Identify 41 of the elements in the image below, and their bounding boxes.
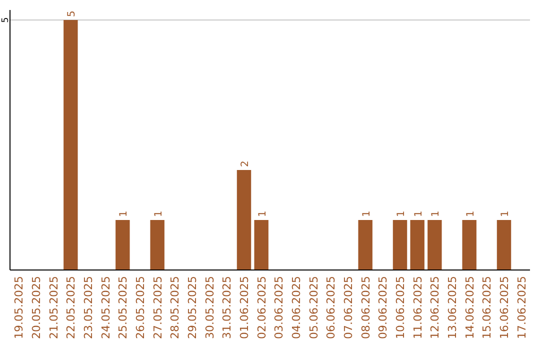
x-tick-label: 02.06.2025 (255, 276, 268, 339)
x-tick-label: 04.06.2025 (290, 276, 303, 339)
data-label: 1 (465, 210, 476, 217)
x-tick-label: 10.06.2025 (394, 276, 407, 339)
x-tick-label: 11.06.2025 (411, 276, 424, 339)
x-tick-label: 03.06.2025 (272, 276, 286, 339)
x-tick-label: 07.06.2025 (342, 276, 355, 339)
x-tick-label: 06.06.2025 (324, 276, 338, 339)
x-tick-label: 29.05.2025 (186, 276, 199, 339)
data-label: 1 (430, 210, 442, 217)
x-tick-label: 30.05.2025 (203, 276, 216, 339)
data-label: 2 (240, 160, 251, 167)
data-label: 1 (361, 210, 372, 217)
x-tick-label: 14.06.2025 (463, 276, 476, 339)
x-tick-label: 26.05.2025 (134, 276, 147, 339)
x-tick-label: 21.05.2025 (47, 276, 60, 339)
data-label: 5 (66, 10, 78, 17)
data-label: 1 (413, 210, 424, 217)
x-tick-label: 31.05.2025 (220, 276, 234, 339)
x-tick-label: 13.06.2025 (446, 276, 459, 339)
x-tick-label: 27.05.2025 (151, 276, 164, 339)
x-tick-label: 09.06.2025 (376, 276, 390, 339)
x-tick-label: 05.06.2025 (307, 276, 320, 339)
data-label: 1 (500, 210, 511, 217)
x-tick-label: 24.05.2025 (99, 276, 112, 339)
x-tick-label: 12.06.2025 (428, 276, 442, 339)
data-label: 1 (396, 210, 407, 217)
x-tick-label: 20.05.2025 (30, 276, 43, 339)
x-tick-label: 08.06.2025 (359, 276, 372, 339)
x-tick-label: 15.06.2025 (480, 276, 494, 339)
x-tick-label: 01.06.2025 (238, 276, 251, 339)
x-tick-label: 28.05.2025 (168, 276, 182, 339)
x-tick-label: 19.05.2025 (12, 276, 26, 339)
data-label: 1 (153, 210, 164, 217)
data-label: 1 (118, 210, 130, 217)
x-tick-label: 22.05.2025 (64, 276, 78, 339)
x-tick-label: 23.05.2025 (82, 276, 95, 339)
x-tick-label: 25.05.2025 (116, 276, 130, 339)
data-label: 1 (257, 210, 268, 217)
x-tick-label: 17.06.2025 (515, 276, 528, 339)
x-tick-label: 16.06.2025 (498, 276, 511, 339)
